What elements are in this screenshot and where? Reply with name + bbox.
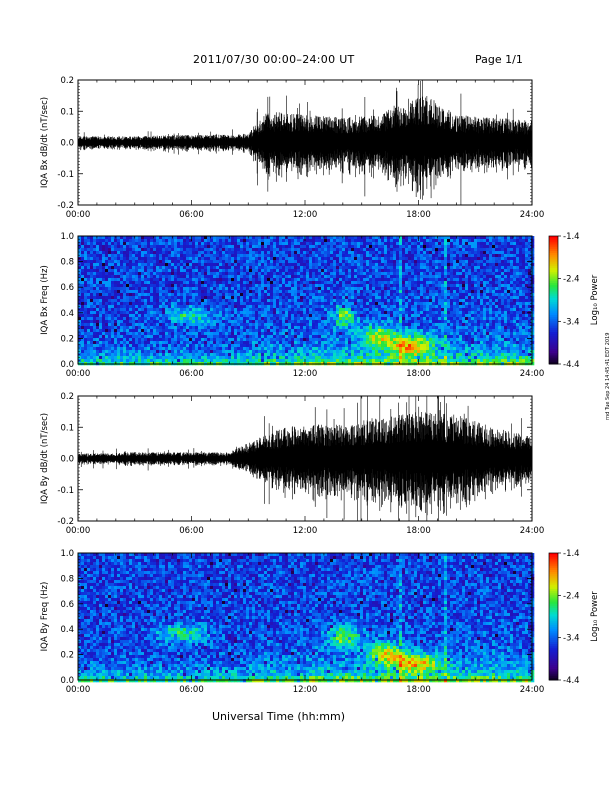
y-tick-label: -0.1 [57, 486, 74, 496]
spectrogram-1 [78, 236, 535, 366]
y-tick-label: 0.2 [60, 334, 74, 344]
x-tick-label: 06:00 [179, 685, 204, 695]
x-tick-label: 18:00 [406, 685, 431, 695]
colorbar-tick-label: -3.4 [563, 317, 580, 327]
y-tick-label: 0.6 [60, 600, 74, 610]
x-tick-label: 24:00 [520, 369, 545, 379]
x-tick-label: 00:00 [66, 685, 91, 695]
colorbar-frame [548, 235, 559, 365]
x-tick-label: 24:00 [520, 685, 545, 695]
x-tick-label: 12:00 [293, 685, 318, 695]
colorbar-tick-label: -4.4 [563, 676, 580, 686]
colorbar-label: Log₁₀ Power [590, 274, 600, 325]
x-tick-label: 18:00 [406, 210, 431, 220]
y-tick-label: 0.1 [60, 107, 74, 117]
y-tick-label: 0.0 [60, 676, 74, 686]
y-axis-label: IQA By dB/dt (nT/sec) [40, 413, 50, 504]
y-tick-label: 0.1 [60, 423, 74, 433]
y-tick-label: 0.4 [60, 309, 74, 319]
x-tick-label: 00:00 [66, 369, 91, 379]
y-tick-label: 0.0 [60, 455, 74, 465]
y-tick-label: 1.0 [60, 549, 74, 559]
colorbar-3 [549, 553, 558, 681]
x-tick-label: 06:00 [179, 369, 204, 379]
y-axis-label: IQA By Freq (Hz) [40, 582, 50, 652]
y-tick-label: 0.4 [60, 625, 74, 635]
x-tick-label: 00:00 [66, 526, 91, 536]
y-tick-label: 1.0 [60, 232, 74, 242]
x-tick-label: 06:00 [179, 526, 204, 536]
x-tick-label: 24:00 [520, 210, 545, 220]
y-tick-label: -0.2 [57, 201, 74, 211]
x-tick-label: 12:00 [293, 526, 318, 536]
colorbar-1 [549, 236, 558, 365]
y-tick-label: 0.0 [60, 360, 74, 370]
colorbar-tick-label: -2.4 [563, 591, 580, 601]
y-tick-label: 0.2 [60, 392, 74, 402]
y-tick-label: 0.6 [60, 283, 74, 293]
colorbar-tick-label: -1.4 [563, 232, 580, 242]
x-axis-label: Universal Time (hh:mm) [212, 710, 345, 723]
colorbar-label: Log₁₀ Power [590, 591, 600, 642]
colorbar-tick-label: -1.4 [563, 549, 580, 559]
x-tick-label: 18:00 [406, 369, 431, 379]
y-tick-label: -0.2 [57, 517, 74, 527]
y-axis-label: IQA Bx dB/dt (nT/sec) [40, 97, 50, 188]
x-tick-label: 06:00 [179, 210, 204, 220]
colorbar-frame [548, 552, 559, 681]
x-tick-label: 18:00 [406, 526, 431, 536]
waveform-0 [77, 80, 533, 205]
y-tick-label: 0.0 [60, 139, 74, 149]
y-tick-label: 0.8 [60, 258, 74, 268]
x-tick-label: 12:00 [293, 369, 318, 379]
y-tick-label: 0.2 [60, 76, 74, 86]
colorbar-tick-label: -3.4 [563, 634, 580, 644]
colorbar-tick-label: -4.4 [563, 360, 580, 370]
y-tick-label: 0.8 [60, 574, 74, 584]
spectrogram-3 [78, 553, 535, 683]
y-tick-label: 0.2 [60, 651, 74, 661]
page-number: Page 1/1 [475, 53, 523, 66]
x-tick-label: 00:00 [66, 210, 91, 220]
page-title: 2011/07/30 00:00–24:00 UT [193, 53, 355, 66]
y-axis-label: IQA Bx Freq (Hz) [40, 265, 50, 335]
x-tick-label: 12:00 [293, 210, 318, 220]
waveform-2 [77, 396, 533, 521]
colorbar-tick-label: -2.4 [563, 275, 580, 285]
y-tick-label: -0.1 [57, 170, 74, 180]
x-tick-label: 24:00 [520, 526, 545, 536]
